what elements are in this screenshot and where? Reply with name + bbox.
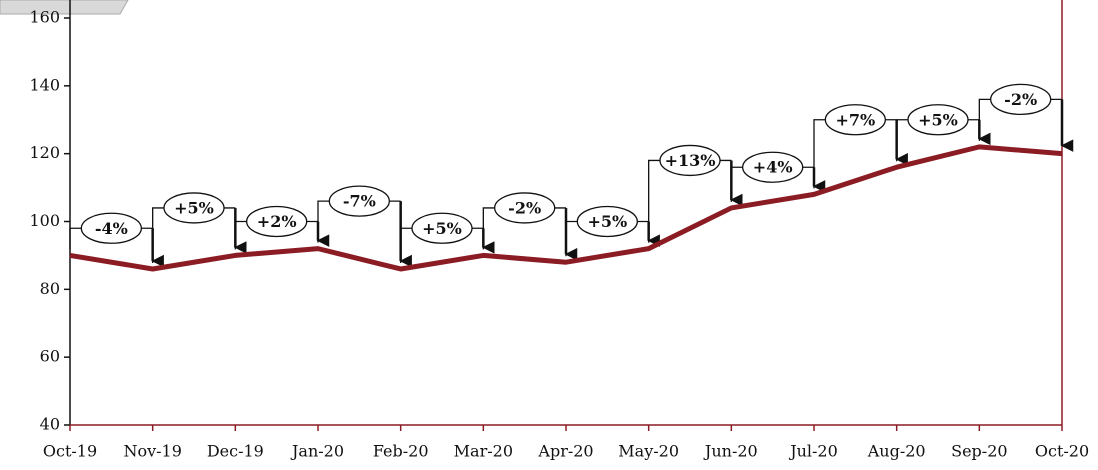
series-line [69, 144, 1063, 272]
x-tick-label: Apr-20 [537, 442, 593, 461]
change-bubble [163, 192, 225, 224]
y-tick-label: 40 [40, 415, 60, 434]
x-tick-label: Oct-19 [43, 442, 97, 461]
change-bubble [328, 185, 390, 217]
change-label: +4% [753, 158, 793, 177]
x-tick-label: Sep-20 [951, 442, 1007, 461]
x-tick-label: Mar-20 [454, 442, 513, 461]
change-bubble [742, 151, 804, 183]
x-tick-label: Nov-19 [123, 442, 181, 461]
change-bubble [411, 212, 473, 244]
x-tick-label: Oct-20 [1035, 442, 1089, 461]
change-bubble [824, 104, 886, 136]
change-bubble [990, 83, 1052, 116]
x-tick-label: Aug-20 [867, 442, 926, 461]
x-tick-label: May-20 [618, 442, 679, 461]
change-bubble [659, 144, 721, 177]
y-tick-label: 100 [29, 211, 60, 230]
change-label: +13% [665, 151, 716, 170]
change-bubble [907, 104, 969, 136]
corner-box [0, 0, 129, 15]
change-label: +5% [174, 198, 214, 217]
y-tick-label: 60 [40, 347, 60, 366]
change-label: +5% [422, 219, 462, 238]
change-bubble [80, 212, 142, 244]
change-label: -4% [95, 219, 128, 238]
change-label: -7% [343, 192, 376, 211]
change-bubble [494, 192, 556, 224]
x-tick-label: Jan-20 [290, 442, 344, 461]
change-label: +5% [918, 110, 958, 129]
y-tick-label: 160 [29, 8, 60, 27]
x-tick-label: Jun-20 [703, 442, 758, 461]
y-tick-label: 120 [29, 143, 60, 162]
change-label: -2% [1004, 90, 1037, 109]
x-tick-label: Dec-19 [207, 442, 264, 461]
x-tick-label: Jul-20 [788, 442, 838, 461]
change-bubble [246, 205, 308, 238]
y-tick-label: 140 [29, 75, 60, 94]
x-tick-label: Feb-20 [373, 442, 429, 461]
y-tick-label: 80 [40, 279, 60, 298]
change-bubble [576, 205, 638, 238]
change-label: +2% [257, 212, 297, 231]
change-label: +5% [587, 212, 627, 231]
change-label: +7% [835, 110, 875, 129]
change-label: -2% [508, 198, 541, 217]
